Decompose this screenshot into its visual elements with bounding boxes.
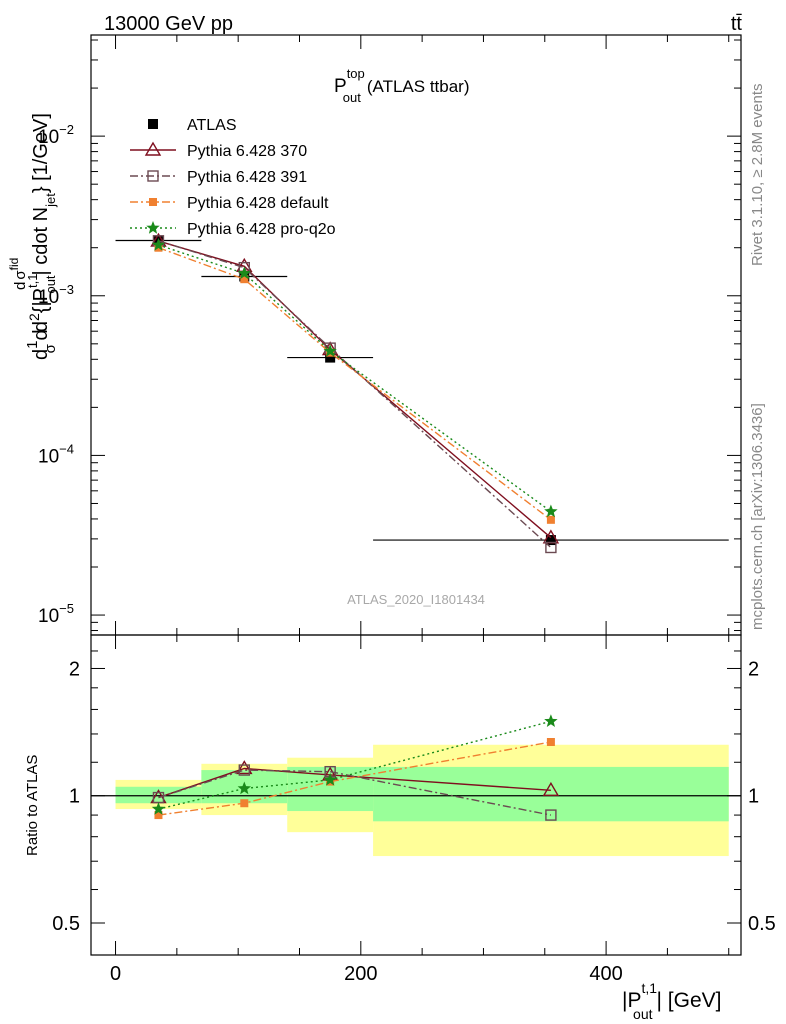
- ratio-point-pq2o-0: [151, 802, 166, 815]
- mcplots-label: mcplots.cern.ch [arXiv:1306.3436]: [749, 403, 766, 630]
- ratio-ytick-label-left-0: 0.5: [52, 913, 80, 935]
- legend-label-p391: Pythia 6.428 391: [187, 169, 307, 186]
- ratio-point-p370-3: [542, 781, 560, 797]
- legend-label-pdefault: Pythia 6.428 default: [187, 195, 329, 212]
- ratio-point-pdefault-0: [154, 811, 163, 820]
- point-pq2o-2: [323, 344, 337, 357]
- ratio-point-pq2o-1: [237, 781, 251, 795]
- rivet-label: Rivet 3.1.10, ≥ 2.8M events: [749, 84, 766, 267]
- ratio-ytick-label-right-0: 0.5: [748, 913, 776, 935]
- point-pq2o-1: [237, 266, 251, 280]
- x-axis-label: |Pt,1 out| [GeV]: [622, 980, 722, 1022]
- ratio-ytick-label-left-1: 1: [69, 786, 80, 808]
- ratio-series-layer: [150, 714, 560, 821]
- ratio-line-p370: [158, 767, 551, 799]
- legend-marker-data: [148, 119, 158, 129]
- ratio-point-p370-1: [236, 760, 253, 775]
- ratio-uncertainty-bands: [115, 744, 729, 857]
- series-line-pq2o: [158, 244, 552, 513]
- legend-label-data: ATLAS: [187, 117, 237, 134]
- energy-label: 13000 GeV pp: [104, 13, 233, 35]
- ratio-line-pdefault: [158, 741, 552, 816]
- series-line-p370: [158, 240, 552, 539]
- point-data-3: [545, 535, 556, 546]
- ratio-ytick-label-left-2: 2: [69, 658, 80, 680]
- ratio-point-pdefault-1: [240, 799, 249, 808]
- y-axis-label: d1dσd2{|Pt,1 out| cdot Njet} [1/GeV]: [24, 113, 59, 360]
- legend-marker-pq2o: [146, 221, 160, 234]
- ratio-point-p391-3: [545, 809, 557, 821]
- legend: ATLAS Pythia 6.428 370 Pythia 6.428 391 Pyt…: [130, 117, 336, 238]
- ratio-frame: [90, 634, 742, 956]
- main-series-layer: [115, 232, 729, 554]
- legend-label-p370: Pythia 6.428 370: [187, 143, 307, 160]
- x-tick-label-0: 0: [110, 963, 121, 985]
- legend-marker-pdefault: [149, 198, 157, 206]
- ratio-point-pdefault-3: [546, 737, 555, 746]
- band-inner-3: [373, 766, 729, 822]
- axes-layer: 10−5 10−4 10−3 10−2 0 200 400 0.5 0.5 1 1 2 2: [38, 34, 776, 985]
- x-tick-label-1: 200: [344, 963, 377, 985]
- ratio-line-pq2o: [158, 720, 552, 810]
- main-ytick-label-2: 10−3: [38, 282, 74, 308]
- ratio-y-axis-label: Ratio to ATLAS: [24, 755, 41, 856]
- ratio-point-p391-1: [238, 764, 251, 776]
- point-pq2o-3: [544, 504, 558, 518]
- legend-marker-p370: [144, 141, 162, 156]
- point-pq2o-0: [151, 238, 166, 251]
- chart-title: Ptop out(ATLAS ttbar): [334, 66, 470, 105]
- x-tick-label-2: 400: [589, 963, 622, 985]
- process-label: tt̄: [731, 13, 743, 35]
- ratio-point-pq2o-2: [323, 772, 337, 786]
- ratio-line-p391: [158, 769, 552, 816]
- main-ytick-label-1: 10−4: [38, 441, 74, 467]
- point-p391-3: [545, 541, 557, 554]
- legend-marker-p391: [147, 170, 159, 182]
- ratio-point-pq2o-3: [544, 714, 558, 727]
- main-ytick-label-0: 10−5: [38, 601, 74, 627]
- point-data-2: [325, 352, 336, 363]
- y-axis-label-fraction: dσfid: [7, 258, 29, 290]
- point-pdefault-1: [240, 275, 249, 284]
- ratio-ytick-label-right-1: 1: [748, 786, 759, 808]
- legend-label-pq2o: Pythia 6.428 pro-q2o: [187, 221, 336, 238]
- point-pdefault-3: [546, 515, 555, 524]
- analysis-watermark: ATLAS_2020_I1801434: [347, 592, 485, 607]
- ratio-ytick-label-right-2: 2: [748, 658, 759, 680]
- series-line-p391: [158, 240, 552, 549]
- series-line-pdefault: [158, 247, 552, 521]
- main-ytick-label-3: 10−2: [38, 122, 74, 148]
